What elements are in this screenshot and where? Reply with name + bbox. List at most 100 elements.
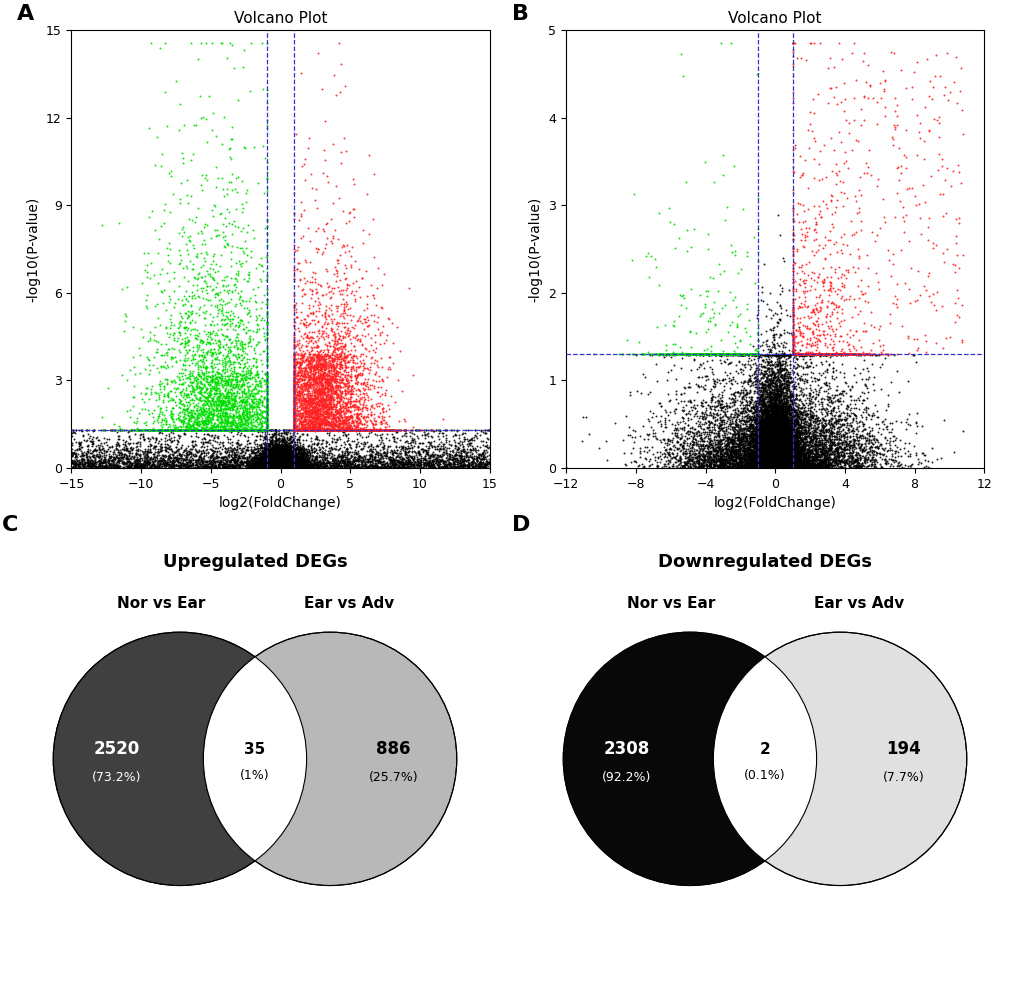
Point <box>286 397 303 413</box>
Point <box>789 346 805 362</box>
Point <box>258 384 274 400</box>
Point <box>722 448 739 464</box>
Point <box>779 448 795 464</box>
Point <box>351 422 367 438</box>
Point <box>183 365 200 381</box>
Point <box>218 422 234 438</box>
Point <box>736 452 752 468</box>
Point <box>94 456 110 472</box>
Point <box>774 442 791 458</box>
Point <box>731 332 747 348</box>
Point <box>821 346 838 362</box>
Point <box>694 392 710 408</box>
Point <box>156 453 172 469</box>
Point <box>771 433 788 449</box>
Point <box>189 422 205 438</box>
Point <box>202 413 218 430</box>
Point <box>755 422 771 438</box>
Point <box>718 430 735 446</box>
Point <box>688 449 704 465</box>
Point <box>270 452 286 468</box>
Point <box>737 449 753 465</box>
Point <box>772 410 789 427</box>
Point <box>204 247 220 264</box>
Point <box>387 422 404 438</box>
Point <box>780 459 796 475</box>
Point <box>772 454 789 470</box>
Point <box>289 449 306 465</box>
Point <box>784 346 800 362</box>
Point <box>321 422 337 438</box>
Point <box>423 449 439 465</box>
Point <box>336 422 353 438</box>
Point <box>453 437 470 453</box>
Point <box>267 458 283 474</box>
Point <box>723 445 740 461</box>
Point <box>747 409 763 426</box>
Point <box>214 35 230 51</box>
Point <box>768 460 785 476</box>
Point <box>239 389 256 405</box>
Point <box>755 417 771 434</box>
Point <box>328 422 344 438</box>
Point <box>205 422 221 438</box>
Point <box>258 403 274 420</box>
Point <box>817 346 834 362</box>
Point <box>819 434 836 450</box>
Point <box>177 458 194 474</box>
Point <box>207 457 223 473</box>
Point <box>816 423 833 439</box>
Point <box>758 457 774 473</box>
Point <box>351 438 367 454</box>
Point <box>343 421 360 437</box>
Point <box>199 380 215 396</box>
Point <box>277 460 293 476</box>
Point <box>305 379 321 395</box>
Point <box>770 452 787 468</box>
Point <box>760 457 776 473</box>
Point <box>762 459 779 475</box>
Point <box>286 369 303 385</box>
Point <box>750 432 766 448</box>
Point <box>761 441 777 457</box>
Point <box>286 377 303 393</box>
Point <box>187 330 204 346</box>
Point <box>251 334 267 350</box>
Point <box>763 433 780 449</box>
Point <box>791 450 807 466</box>
Point <box>242 422 258 438</box>
Point <box>142 445 158 461</box>
Point <box>762 457 779 473</box>
Point <box>753 442 769 458</box>
Point <box>784 425 800 441</box>
Point <box>786 440 802 456</box>
Point <box>317 438 333 454</box>
Point <box>756 459 772 475</box>
Point <box>286 422 303 438</box>
Point <box>269 452 285 468</box>
Point <box>367 452 383 468</box>
Point <box>769 458 786 474</box>
Point <box>219 422 235 438</box>
Point <box>206 422 222 438</box>
Point <box>217 390 233 406</box>
Point <box>286 397 303 413</box>
Point <box>185 422 202 438</box>
Point <box>284 459 301 475</box>
Point <box>190 422 206 438</box>
Point <box>755 450 771 466</box>
Point <box>274 444 290 460</box>
Point <box>270 439 286 455</box>
Point <box>762 367 779 383</box>
Point <box>760 449 776 465</box>
Point <box>216 365 232 381</box>
Point <box>756 401 772 417</box>
Point <box>128 456 145 472</box>
Point <box>773 433 790 449</box>
Point <box>763 458 780 474</box>
Point <box>859 458 875 474</box>
Point <box>271 456 287 472</box>
Point <box>209 275 225 291</box>
Point <box>668 346 685 362</box>
Point <box>313 422 329 438</box>
